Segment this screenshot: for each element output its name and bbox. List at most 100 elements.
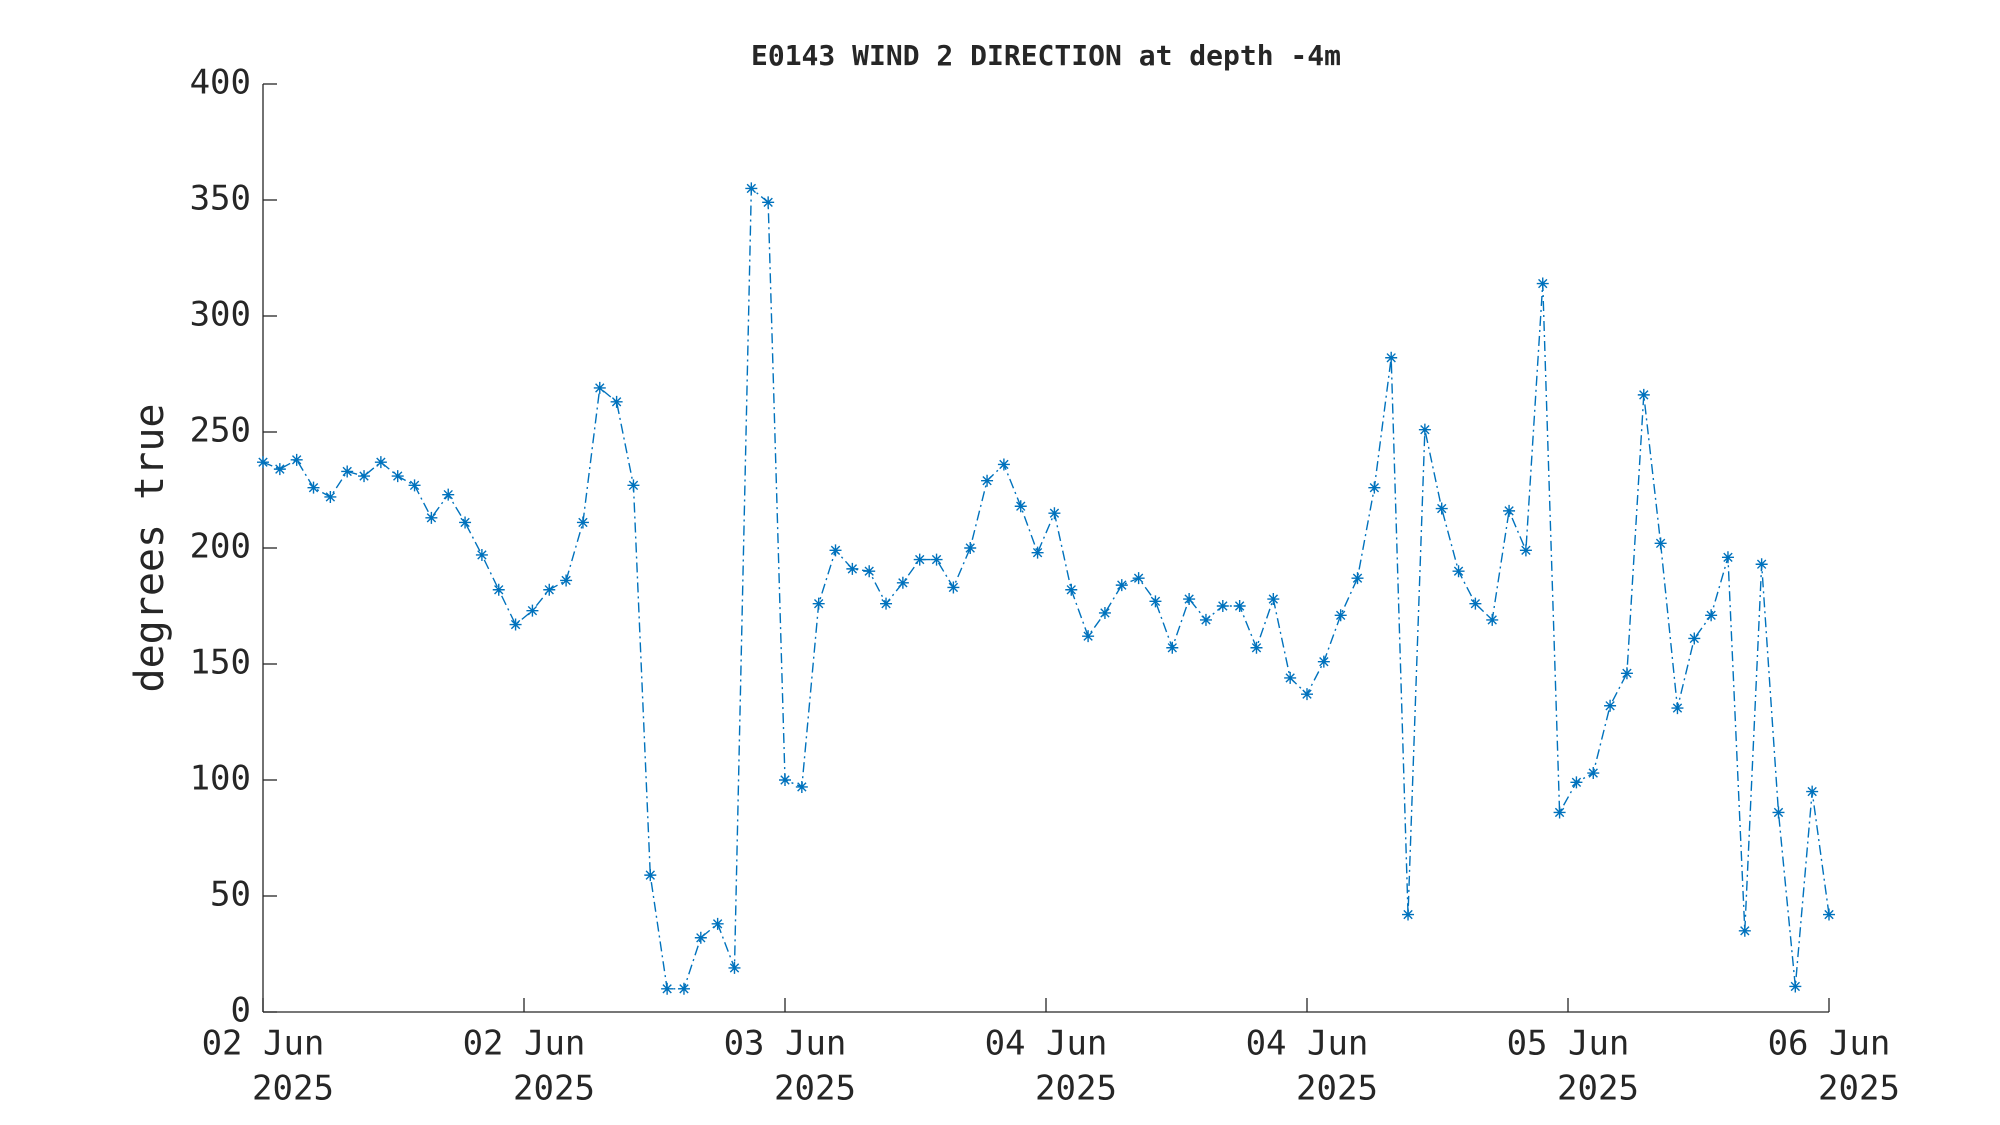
data-marker (593, 381, 606, 394)
data-marker (880, 597, 893, 610)
data-marker (1587, 767, 1600, 780)
data-marker (1216, 600, 1229, 612)
data-marker (863, 565, 876, 578)
data-marker (1452, 565, 1465, 578)
data-marker (425, 511, 438, 524)
data-marker (745, 182, 758, 195)
data-marker (812, 597, 825, 610)
data-marker (1671, 702, 1684, 715)
data-marker (964, 542, 977, 554)
y-tick-label: 150 (190, 643, 251, 683)
y-tick-label: 50 (210, 875, 251, 915)
data-marker (257, 456, 269, 469)
data-marker (1031, 546, 1044, 559)
data-marker (1115, 579, 1128, 592)
data-marker (1402, 908, 1415, 921)
data-marker (846, 562, 859, 575)
data-marker (1469, 597, 1482, 610)
data-marker (1789, 980, 1802, 993)
data-marker (947, 581, 960, 594)
data-marker (1014, 500, 1027, 513)
data-marker (762, 196, 775, 209)
data-marker (930, 553, 943, 566)
data-marker (358, 470, 371, 483)
data-marker (829, 544, 842, 557)
x-tick-label: 2025 (1818, 1069, 1900, 1109)
data-marker (475, 548, 488, 561)
data-marker (374, 456, 387, 469)
y-tick-label: 0 (231, 991, 251, 1031)
data-marker (1503, 504, 1516, 517)
data-marker (560, 574, 573, 587)
data-marker (1098, 606, 1111, 619)
data-marker (610, 395, 623, 408)
data-marker (341, 465, 354, 478)
data-marker (1301, 688, 1313, 701)
data-marker (1637, 388, 1650, 401)
data-marker (1486, 613, 1499, 626)
x-tick-label: 06 Jun (1768, 1024, 1891, 1064)
x-tick-label: 02 Jun (463, 1024, 586, 1064)
data-marker (492, 583, 505, 596)
data-marker (644, 869, 657, 882)
data-marker (442, 488, 455, 501)
data-marker (1418, 423, 1431, 436)
data-marker (728, 961, 741, 974)
data-marker (981, 474, 994, 487)
data-marker (1705, 609, 1718, 622)
data-marker (1721, 551, 1734, 564)
chart-title: E0143 WIND 2 DIRECTION at depth -4m (751, 39, 1341, 72)
data-marker (711, 917, 724, 930)
data-marker (694, 931, 707, 944)
x-tick-label: 2025 (1035, 1069, 1117, 1109)
x-tick-label: 02 Jun (202, 1024, 325, 1064)
data-marker (896, 576, 909, 589)
data-marker (1435, 502, 1448, 515)
data-marker (1199, 613, 1212, 626)
data-marker (1284, 671, 1297, 684)
data-marker (913, 553, 926, 566)
x-tick-label: 04 Jun (985, 1024, 1108, 1064)
data-marker (1132, 572, 1145, 585)
data-marker (1806, 785, 1819, 798)
data-marker (1688, 632, 1701, 645)
data-marker (1267, 593, 1280, 606)
y-tick-label: 200 (190, 527, 251, 567)
data-marker (1233, 600, 1246, 612)
data-marker (1553, 806, 1566, 819)
data-marker (1351, 572, 1364, 585)
data-marker (1048, 507, 1061, 520)
data-marker (795, 780, 808, 793)
data-marker (1368, 481, 1381, 494)
y-tick-label: 100 (190, 759, 251, 799)
data-marker (1065, 583, 1078, 596)
data-marker (1570, 776, 1583, 789)
y-axis-label: degrees true (127, 404, 173, 693)
data-marker (459, 516, 472, 529)
data-marker (1334, 609, 1347, 622)
data-marker (1772, 806, 1785, 819)
data-marker (1250, 641, 1263, 654)
data-marker (391, 470, 404, 483)
data-marker (1604, 699, 1617, 712)
data-marker (273, 463, 286, 476)
data-marker (543, 583, 556, 596)
x-tick-label: 03 Jun (724, 1024, 847, 1064)
data-marker (1738, 924, 1751, 937)
data-marker (1823, 908, 1835, 921)
data-marker (677, 982, 690, 995)
data-marker (290, 453, 303, 466)
y-tick-label: 350 (190, 179, 251, 219)
data-marker (1755, 558, 1768, 571)
x-tick-label: 2025 (252, 1069, 334, 1109)
x-tick-label: 2025 (513, 1069, 595, 1109)
data-marker (1536, 277, 1549, 290)
data-marker (1183, 593, 1196, 606)
x-tick-label: 04 Jun (1246, 1024, 1369, 1064)
data-marker (324, 490, 337, 503)
x-tick-label: 2025 (774, 1069, 856, 1109)
data-marker (1149, 595, 1162, 608)
x-tick-label: 2025 (1296, 1069, 1378, 1109)
data-marker (526, 604, 539, 617)
